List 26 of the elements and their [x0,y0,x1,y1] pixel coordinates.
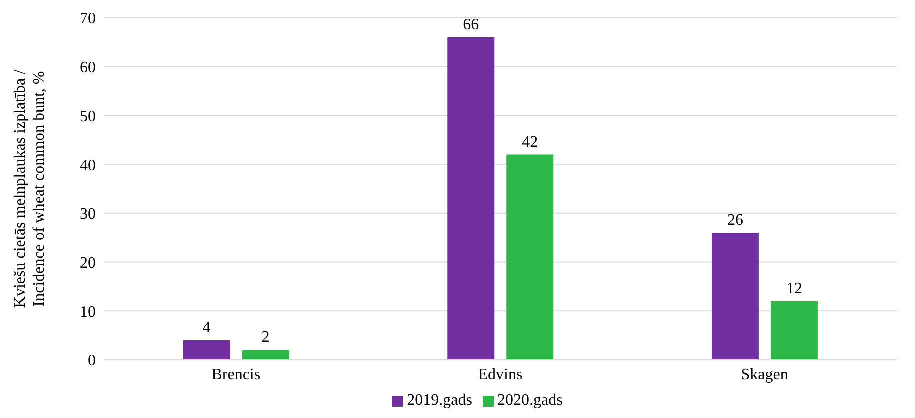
bar [242,350,290,360]
bar [506,154,554,360]
bar [712,232,759,360]
y-tick-label: 40 [80,157,96,174]
data-label: 66 [463,16,480,34]
y-tick-label: 20 [80,254,96,272]
data-label: 4 [202,319,211,336]
bar [448,38,495,360]
bar [770,301,818,360]
bar [183,340,230,360]
y-axis-title: Kviešu cietās melnplaukas izplatība / Incidence of wheat common bunt, % [12,69,48,308]
legend-label: 2020.gads [498,392,563,409]
legend-label: 2019.gads [407,392,472,409]
data-label: 42 [522,134,538,151]
data-label: 12 [786,280,802,298]
y-tick-label: 10 [80,304,96,321]
y-tick-label: 70 [80,10,96,28]
x-tick-label: Brencis [212,366,261,384]
x-tick-label: Skagen [741,366,788,384]
y-tick-label: 0 [88,352,96,370]
x-tick-label: Edvins [478,366,523,384]
y-tick-label: 30 [80,206,96,224]
y-tick-label: 50 [80,108,96,126]
data-label: 2 [262,329,270,346]
y-tick-label: 60 [80,60,96,77]
data-label: 26 [727,212,744,229]
